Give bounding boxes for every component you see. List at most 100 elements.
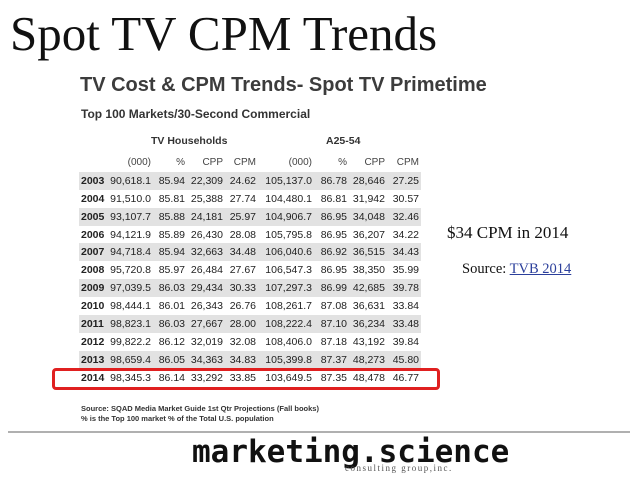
table-cell: 86.95 <box>320 264 347 277</box>
table-cell: 103,649.5 <box>265 371 312 384</box>
table-cell: 98,444.1 <box>110 300 151 313</box>
column-header: CPM <box>233 157 256 169</box>
row-year: 2004 <box>81 192 105 205</box>
table-cell: 87.35 <box>320 371 347 384</box>
cpm-trends-table: (000)% CPP CPM (000)% CPP CPM 2003 90,618.1 85.… <box>79 154 421 387</box>
table-cell: 28,646 <box>349 171 387 190</box>
table-cell: 104,906.7 <box>258 207 314 226</box>
table-cell: 105,795.8 <box>265 228 312 241</box>
table-row: 2011 98,823.1 86.03 27,667 28.00 108,222.4 87.… <box>79 315 421 333</box>
table-cell: 34.48 <box>225 243 258 262</box>
table-cell: 26,343 <box>190 300 223 313</box>
table-cell: 97,039.5 <box>109 279 153 298</box>
table-cell: 30.33 <box>225 279 258 298</box>
table-cell: 33.48 <box>387 315 421 333</box>
column-header: CPP <box>202 157 223 169</box>
table-cell: 91,510.0 <box>110 192 151 205</box>
table-cell: 34,363 <box>187 350 225 369</box>
table-cell: 42,685 <box>349 279 387 298</box>
group-header-a25-54: A25-54 <box>326 135 361 147</box>
table-cell: 86.81 <box>320 192 347 205</box>
table-cell: 27.74 <box>229 192 256 205</box>
table-cell: 22,309 <box>187 171 225 190</box>
table-cell: 35.99 <box>392 264 419 277</box>
table-cell: 30.57 <box>392 192 419 205</box>
row-year: 2008 <box>81 264 105 277</box>
table-cell: 87.18 <box>320 335 347 348</box>
table-cell: 43,192 <box>352 335 385 348</box>
column-header: (000) <box>127 157 151 169</box>
table-cell: 31,942 <box>352 192 385 205</box>
table-cell: 98,659.4 <box>109 350 153 369</box>
table-cell: 24.62 <box>225 171 258 190</box>
table-cell: 27,667 <box>187 315 225 333</box>
table-cell: 86.03 <box>153 315 187 333</box>
table-cell: 39.84 <box>392 335 419 348</box>
table-header-row: (000)% CPP CPM (000)% CPP CPM <box>79 154 421 172</box>
table-cell: 107,297.3 <box>258 279 314 298</box>
highlight-2014-box <box>52 368 440 390</box>
table-cell: 86.14 <box>158 371 185 384</box>
table-cell: 32.46 <box>387 207 421 226</box>
table-cell: 106,547.3 <box>265 264 312 277</box>
table-row: 2008 95,720.8 85.97 26,484 27.67 106,547.3 86.… <box>79 261 421 279</box>
column-header: % <box>176 157 185 169</box>
table-cell: 24,181 <box>187 207 225 226</box>
column-header: CPM <box>396 157 419 169</box>
table-row: 2005 93,107.7 85.88 24,181 25.97 104,906.7 86.… <box>79 207 421 226</box>
table-row: 2013 98,659.4 86.05 34,363 34.83 105,399.8 87.… <box>79 350 421 369</box>
table-cell: 28.08 <box>229 228 256 241</box>
row-year: 2007 <box>79 243 109 262</box>
table-cell: 36,207 <box>352 228 385 241</box>
table-row: 2007 94,718.4 85.94 32,663 34.48 106,040.6 86.… <box>79 243 421 262</box>
table-cell: 48,478 <box>352 371 385 384</box>
table-cell: 86.78 <box>314 171 349 190</box>
table-cell: 33.85 <box>229 371 256 384</box>
column-header: % <box>338 157 347 169</box>
table-cell: 26,484 <box>190 264 223 277</box>
table-row: 2014 98,345.3 86.14 33,292 33.85 103,649.5 87.… <box>79 369 421 387</box>
table-cell: 108,261.7 <box>265 300 312 313</box>
cpm-callout: $34 CPM in 2014 <box>447 223 569 242</box>
table-cell: 86.95 <box>320 228 347 241</box>
source-link[interactable]: TVB 2014 <box>509 261 572 277</box>
table-cell: 87.08 <box>320 300 347 313</box>
table-row: 2004 91,510.0 85.81 25,388 27.74 104,480.1 86.… <box>79 190 421 208</box>
table-cell: 108,406.0 <box>265 335 312 348</box>
table-cell: 25.97 <box>225 207 258 226</box>
company-logo: marketing.science consulting group,inc. <box>192 434 510 473</box>
table-cell: 86.12 <box>158 335 185 348</box>
row-year: 2006 <box>81 228 105 241</box>
table-cell: 85.94 <box>153 243 187 262</box>
panel-subtitle: Top 100 Markets/30-Second Commercial <box>81 107 311 121</box>
table-cell: 85.89 <box>158 228 185 241</box>
table-cell: 26,430 <box>190 228 223 241</box>
row-year: 2011 <box>79 315 109 333</box>
table-row: 2006 94,121.9 85.89 26,430 28.08 105,795.8 86.… <box>79 226 421 244</box>
table-cell: 94,121.9 <box>110 228 151 241</box>
table-cell: 105,399.8 <box>258 350 314 369</box>
table-cell: 32,019 <box>190 335 223 348</box>
table-cell: 87.37 <box>314 350 349 369</box>
table-cell: 86.03 <box>153 279 187 298</box>
source-note: Source: TVB 2014 <box>462 261 571 278</box>
column-header <box>79 154 109 172</box>
table-cell: 90,618.1 <box>109 171 153 190</box>
table-cell: 85.88 <box>153 207 187 226</box>
table-cell: 86.01 <box>158 300 185 313</box>
table-cell: 34.43 <box>387 243 421 262</box>
table-cell: 27.25 <box>387 171 421 190</box>
table-cell: 86.05 <box>153 350 187 369</box>
panel-title: TV Cost & CPM Trends- Spot TV Primetime <box>80 74 487 96</box>
column-header: (000) <box>288 157 312 169</box>
logo-wordmark: marketing.science <box>192 434 510 470</box>
table-row: 2012 99,822.2 86.12 32,019 32.08 108,406.0 87.… <box>79 333 421 351</box>
table-cell: 98,823.1 <box>109 315 153 333</box>
column-header: CPP <box>364 157 385 169</box>
table-cell: 98,345.3 <box>110 371 151 384</box>
table-cell: 104,480.1 <box>265 192 312 205</box>
table-cell: 95,720.8 <box>110 264 151 277</box>
row-year: 2009 <box>79 279 109 298</box>
table-cell: 87.10 <box>314 315 349 333</box>
table-cell: 34.22 <box>392 228 419 241</box>
